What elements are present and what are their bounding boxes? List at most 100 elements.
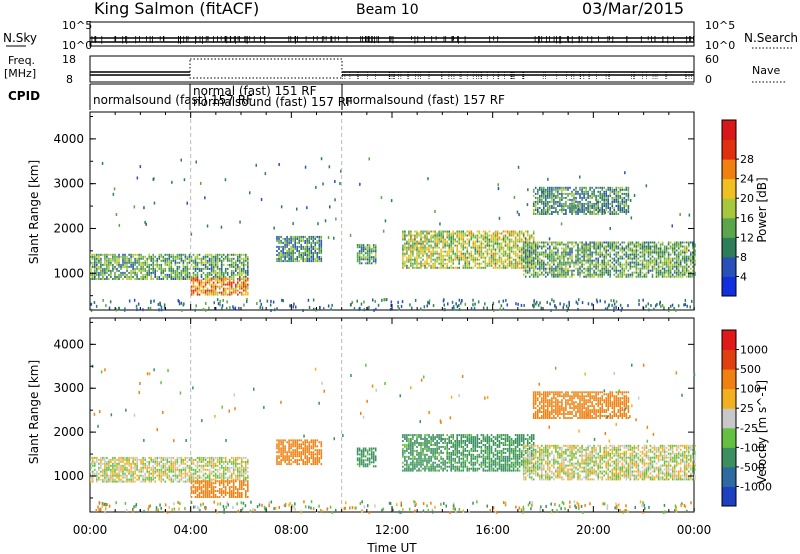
power-echo-cell xyxy=(563,205,565,207)
power-echo-cell xyxy=(440,252,442,255)
power-echo-cell xyxy=(629,255,632,258)
power-echo-cell xyxy=(237,263,239,266)
power-echo-cell xyxy=(673,243,676,246)
power-echo-cell xyxy=(516,234,519,237)
velocity-echo-cell xyxy=(184,470,187,473)
power-echo-cell xyxy=(512,258,515,261)
velocity-echo-cell xyxy=(116,480,118,483)
power-echo-cell xyxy=(524,230,527,233)
power-echo-cell xyxy=(625,247,628,250)
power-echo-cell xyxy=(571,243,573,246)
power-echo-cell xyxy=(284,256,286,258)
power-echo-cell xyxy=(96,269,98,272)
velocity-echo-cell xyxy=(132,472,134,475)
power-ytick-label: 2000 xyxy=(53,221,84,235)
power-echo-cell xyxy=(444,262,446,265)
power-echo-cell xyxy=(492,240,495,243)
power-echo-cell xyxy=(422,248,424,251)
velocity-echo-cell xyxy=(122,460,124,463)
velocity-echo-cell xyxy=(144,464,146,467)
power-echo-cell xyxy=(581,192,583,195)
power-echo-cell xyxy=(657,255,660,258)
velocity-echo-cell xyxy=(180,470,183,473)
power-echo-cell xyxy=(579,207,581,209)
power-echo-cell xyxy=(462,256,465,259)
power-echo-cell xyxy=(472,244,475,247)
power-echo-cell xyxy=(214,279,217,282)
power-echo-cell xyxy=(659,245,662,248)
power-echo-cell xyxy=(490,258,493,261)
power-echo-cell xyxy=(665,247,668,250)
power-echo-cell xyxy=(488,246,491,249)
power-echo-cell xyxy=(663,267,666,270)
power-echo-cell xyxy=(579,192,581,195)
power-echo-cell xyxy=(456,250,458,253)
power-echo-cell xyxy=(599,241,601,244)
power-echo-cell xyxy=(675,269,678,272)
power-echo-cell xyxy=(420,252,422,255)
power-echo-cell xyxy=(202,281,205,284)
power-echo-cell xyxy=(140,261,142,264)
power-echo-cell xyxy=(659,249,662,252)
power-echo-cell xyxy=(589,213,591,215)
power-echo-cell xyxy=(591,213,593,215)
velocity-echo-cell xyxy=(124,466,126,469)
power-echo-cell xyxy=(639,263,642,266)
power-echo-cell xyxy=(545,263,547,266)
velocity-echo-cell xyxy=(126,468,128,471)
power-echo-cell xyxy=(458,230,460,233)
power-echo-cell xyxy=(335,217,337,221)
power-echo-cell xyxy=(539,265,541,268)
power-echo-cell xyxy=(464,262,467,265)
power-echo-cell xyxy=(653,247,656,250)
power-echo-cell xyxy=(621,211,624,213)
velocity-echo-cell xyxy=(118,470,120,473)
power-echo-cell xyxy=(551,198,553,201)
velocity-echo-cell xyxy=(156,460,158,463)
power-echo-cell xyxy=(573,194,575,197)
power-echo-cell xyxy=(316,248,319,250)
power-echo-cell xyxy=(530,253,533,256)
power-echo-cell xyxy=(174,271,177,274)
power-echo-cell xyxy=(416,262,418,265)
freq-tick-low: 8 xyxy=(66,73,73,86)
power-echo-cell xyxy=(430,256,432,259)
power-echo-cell xyxy=(136,308,138,312)
power-echo-cell xyxy=(543,211,545,213)
power-echo-cell xyxy=(158,265,161,268)
power-echo-cell xyxy=(241,277,243,280)
power-echo-cell xyxy=(613,188,616,191)
power-echo-cell xyxy=(116,276,118,278)
power-echo-cell xyxy=(160,269,163,272)
power-echo-cell xyxy=(214,289,217,292)
power-echo-cell xyxy=(631,265,634,268)
power-echo-cell xyxy=(374,246,377,249)
power-echo-cell xyxy=(585,243,587,246)
power-echo-cell xyxy=(576,302,579,306)
power-echo-cell xyxy=(565,192,567,195)
power-echo-cell xyxy=(613,207,616,209)
velocity-echo-cell xyxy=(114,470,116,473)
power-echo-cell xyxy=(627,190,630,193)
velocity-echo-cell xyxy=(218,468,221,471)
power-echo-cell xyxy=(430,244,432,247)
power-echo-cell xyxy=(359,306,361,310)
power-echo-cell xyxy=(214,276,217,278)
velocity-echo-cell xyxy=(102,468,104,471)
power-echo-cell xyxy=(541,202,543,205)
power-echo-cell xyxy=(186,263,189,266)
velocity-echo-cell xyxy=(214,462,217,465)
power-echo-cell xyxy=(543,192,545,195)
power-echo-cell xyxy=(436,258,438,261)
power-echo-cell xyxy=(605,251,607,254)
power-echo-cell xyxy=(603,241,605,244)
power-echo-cell xyxy=(295,305,297,309)
power-echo-cell xyxy=(553,259,555,262)
power-echo-cell xyxy=(172,276,175,278)
power-echo-cell xyxy=(514,244,517,247)
power-echo-cell xyxy=(605,247,607,250)
power-echo-cell xyxy=(290,260,292,263)
velocity-echo-cell xyxy=(152,472,154,475)
power-echo-cell xyxy=(220,259,223,262)
power-echo-cell xyxy=(178,300,180,304)
